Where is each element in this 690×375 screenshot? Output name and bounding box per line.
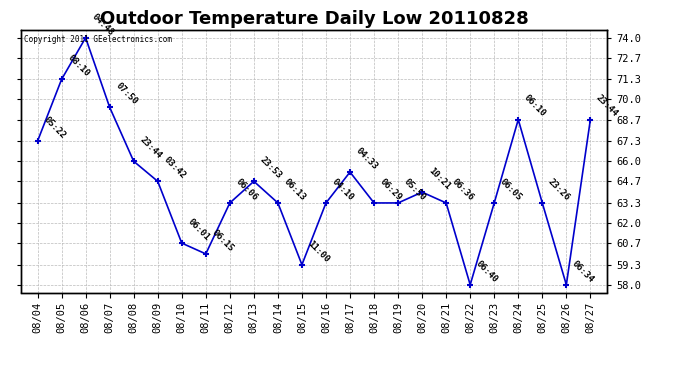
Title: Outdoor Temperature Daily Low 20110828: Outdoor Temperature Daily Low 20110828 [99,10,529,28]
Text: 04:10: 04:10 [330,177,355,202]
Text: 05:22: 05:22 [41,115,67,140]
Text: 11:00: 11:00 [306,238,331,264]
Text: 23:53: 23:53 [258,155,284,180]
Text: 06:29: 06:29 [378,177,404,202]
Text: 23:44: 23:44 [138,135,164,160]
Text: 10:21: 10:21 [426,166,452,191]
Text: 06:05: 06:05 [498,177,524,202]
Text: 06:06: 06:06 [234,177,259,202]
Text: 05:50: 05:50 [402,177,428,202]
Text: 07:50: 07:50 [114,81,139,106]
Text: 03:42: 03:42 [162,155,187,180]
Text: 06:34: 06:34 [571,259,596,284]
Text: Copyright 2011 GEelectronics.com: Copyright 2011 GEelectronics.com [23,35,172,44]
Text: 06:36: 06:36 [451,177,475,202]
Text: 04:33: 04:33 [354,146,380,171]
Text: 23:26: 23:26 [546,177,572,202]
Text: 06:01: 06:01 [186,217,211,242]
Text: 06:10: 06:10 [522,93,548,119]
Text: 04:48: 04:48 [90,12,115,37]
Text: 06:13: 06:13 [282,177,308,202]
Text: 23:44: 23:44 [595,93,620,119]
Text: 06:15: 06:15 [210,228,235,253]
Text: 08:10: 08:10 [66,53,91,79]
Text: 06:40: 06:40 [474,259,500,284]
